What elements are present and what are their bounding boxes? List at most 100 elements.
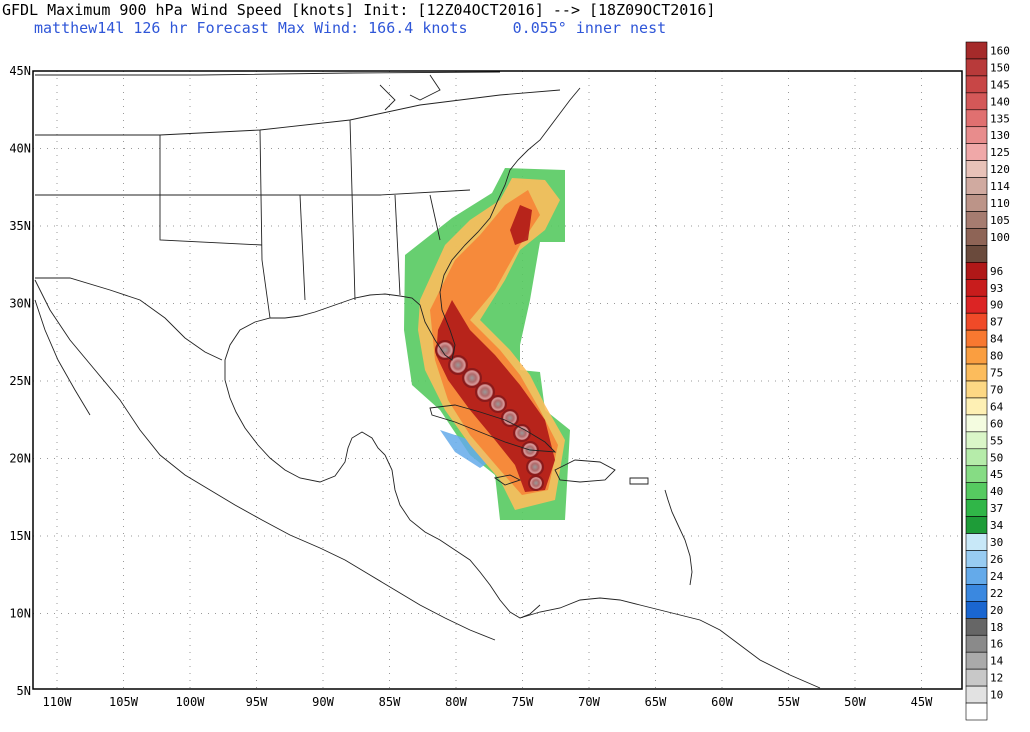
colorbar-swatch [965,329,988,348]
colorbar-swatch [965,126,988,145]
colorbar-label: 20 [990,604,1003,617]
lon-label: 65W [645,695,667,709]
lat-label: 15N [9,529,31,543]
lon-label: 90W [312,695,334,709]
colorbar-label: 37 [990,502,1003,515]
lon-label: 110W [43,695,73,709]
colorbar-swatch [965,160,988,178]
colorbar-swatch [965,584,988,602]
colorbar-swatch [965,567,988,585]
map-title: GFDL Maximum 900 hPa Wind Speed [knots] … [2,1,716,19]
colorbar-label: 140 [990,95,1010,108]
colorbar-swatch [965,75,988,94]
colorbar-label: 75 [990,367,1003,380]
colorbar-label: 12 [990,672,1003,685]
colorbar-label: 40 [990,485,1003,498]
colorbar-swatch [965,634,988,653]
colorbar-label: 55 [990,434,1003,447]
colorbar-swatch [965,465,988,484]
colorbar-label: 60 [990,417,1003,430]
lat-label: 20N [9,452,31,466]
colorbar-swatch [965,448,988,467]
colorbar-swatch [965,431,988,450]
colorbar-swatch [965,211,988,229]
colorbar-swatch [965,177,988,195]
colorbar-swatch [965,245,988,263]
colorbar-swatch [965,533,988,551]
map-gridlines [33,71,962,689]
colorbar-label: 135 [990,112,1010,125]
colorbar-label: 150 [990,61,1010,74]
colorbar-swatch [965,482,988,500]
colorbar-swatch [965,346,988,365]
colorbar-label: 145 [990,78,1010,91]
colorbar-swatch [965,312,988,331]
colorbar-swatch [965,278,988,297]
colorbar-label: 114 [990,180,1010,193]
lat-label: 35N [9,219,31,233]
lat-label: 25N [9,374,31,388]
lon-label: 75W [512,695,534,709]
colorbar-swatch [965,92,988,111]
colorbar-swatch [965,617,988,636]
political-boundaries [34,71,821,689]
colorbar-label: 96 [990,265,1003,278]
colorbar-swatch [965,58,988,77]
colorbar-swatch [965,685,988,704]
colorbar-swatch [965,601,988,619]
colorbar-swatch [965,363,988,382]
lon-label: 50W [844,695,866,709]
colorbar-swatch [965,228,988,246]
longitude-labels: 110W 105W 100W 95W 90W 85W 80W 75W 70W 65W 60W 55W 5… [43,695,934,709]
colorbar-swatch [965,414,988,433]
lat-label: 30N [9,297,31,311]
lon-label: 55W [778,695,800,709]
colorbar-label: 110 [990,197,1010,210]
colorbar-swatch [965,550,988,568]
colorbar-label: 50 [990,451,1003,464]
colorbar-swatch [965,668,988,687]
colorbar-label: 84 [990,333,1004,346]
lat-label: 10N [9,607,31,621]
lat-label: 45N [9,64,31,78]
colorbar-label: 64 [990,400,1004,413]
colorbar-label: 125 [990,146,1010,159]
colorbar-label: 24 [990,570,1004,583]
colorbar-swatch [965,499,988,517]
colorbar-swatch [965,380,988,399]
lon-label: 105W [109,695,139,709]
colorbar: 160 150 145 140 135 130 125 120 114 110 105 100 96 93… [965,41,1010,721]
colorbar-swatch [965,651,988,670]
colorbar-label: 160 [990,44,1010,57]
colorbar-swatch [965,397,988,416]
map-frame [32,70,963,690]
colorbar-swatch [965,143,988,161]
colorbar-label: 100 [990,231,1010,244]
colorbar-label: 18 [990,621,1003,634]
lat-label: 5N [17,684,31,698]
lon-label: 95W [246,695,268,709]
colorbar-label: 22 [990,587,1003,600]
colorbar-label: 87 [990,316,1003,329]
colorbar-label: 105 [990,214,1010,227]
lat-label: 40N [9,142,31,156]
colorbar-swatch [965,109,988,128]
colorbar-label: 93 [990,282,1003,295]
colorbar-label: 80 [990,350,1003,363]
lon-label: 85W [379,695,401,709]
colorbar-label: 34 [990,519,1004,532]
colorbar-label: 14 [990,655,1004,668]
colorbar-label: 70 [990,383,1003,396]
lon-label: 100W [176,695,206,709]
colorbar-label: 30 [990,536,1003,549]
colorbar-label: 120 [990,163,1010,176]
lon-label: 60W [711,695,733,709]
lon-label: 45W [911,695,933,709]
lon-label: 80W [445,695,467,709]
colorbar-label: 90 [990,299,1003,312]
colorbar-swatch [965,702,988,721]
colorbar-swatch [965,295,988,314]
colorbar-label: 45 [990,468,1003,481]
lon-label: 70W [578,695,600,709]
